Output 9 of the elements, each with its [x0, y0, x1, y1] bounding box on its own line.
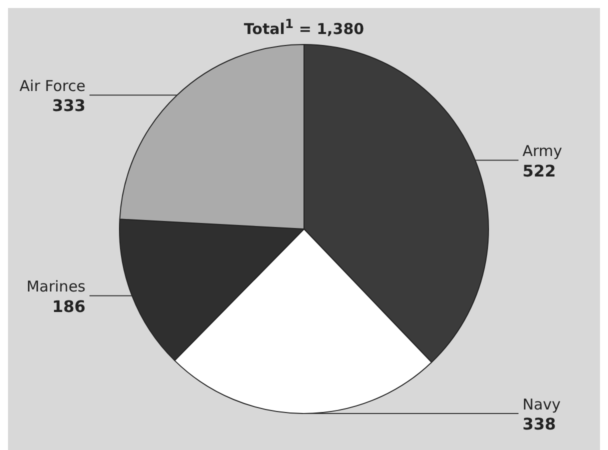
data-label: 522	[522, 161, 556, 180]
data-label: 338	[522, 414, 556, 434]
data-label: 186	[52, 296, 86, 316]
data-label: 333	[52, 96, 86, 116]
slice-label: Air Force	[20, 76, 86, 95]
slice-label: Army	[522, 142, 562, 160]
slice-label: Marines	[26, 278, 86, 296]
slice-label: Navy	[522, 395, 561, 414]
chart-title: Total$^{1}$ = 1,380	[242, 15, 366, 40]
